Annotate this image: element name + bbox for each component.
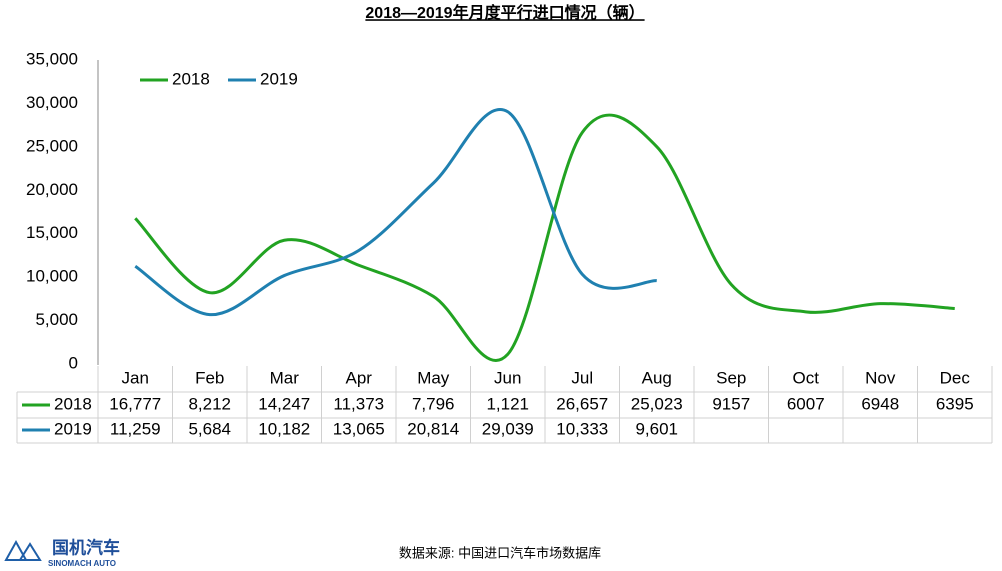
- table-value: 14,247: [258, 394, 310, 413]
- table-value: 10,182: [258, 419, 310, 438]
- y-tick-label: 30,000: [26, 93, 78, 112]
- table-value: 6948: [861, 394, 899, 413]
- chart-title: 2018—2019年月度平行进口情况（辆）: [365, 3, 644, 22]
- table-value: 1,121: [486, 394, 529, 413]
- y-tick-label: 20,000: [26, 180, 78, 199]
- x-tick-label: Dec: [940, 368, 971, 387]
- x-tick-label: Aug: [642, 368, 672, 387]
- table-value: 20,814: [407, 419, 459, 438]
- y-tick-label: 10,000: [26, 267, 78, 286]
- series-line: [134, 113, 955, 362]
- source: 数据来源: 中国进口汽车市场数据库: [399, 545, 601, 560]
- legend-label: 2018: [172, 69, 210, 88]
- logo-subname: SINOMACH AUTO: [48, 559, 116, 568]
- table-value: 13,065: [333, 419, 385, 438]
- x-tick-label: Jan: [122, 368, 149, 387]
- table-value: 6395: [936, 394, 974, 413]
- x-tick-label: Mar: [270, 368, 300, 387]
- x-tick-label: Apr: [346, 368, 373, 387]
- table-value: 26,657: [556, 394, 608, 413]
- y-tick-label: 15,000: [26, 223, 78, 242]
- table-value: 7,796: [412, 394, 455, 413]
- x-tick-label: Oct: [793, 368, 820, 387]
- logo: 国机汽车 SINOMACH AUTO: [4, 537, 120, 568]
- table-value: 29,039: [482, 419, 534, 438]
- y-tick-label: 5,000: [35, 310, 78, 329]
- table-value: 16,777: [109, 394, 161, 413]
- y-tick-label: 35,000: [26, 49, 78, 68]
- y-tick-label: 25,000: [26, 136, 78, 155]
- x-tick-label: Feb: [195, 368, 224, 387]
- x-tick-label: Sep: [716, 368, 746, 387]
- table-value: 5,684: [188, 419, 231, 438]
- table-value: 25,023: [631, 394, 683, 413]
- table-value: 9157: [712, 394, 750, 413]
- series-line: [134, 108, 657, 317]
- table-value: 8,212: [188, 394, 231, 413]
- x-tick-label: Nov: [865, 368, 896, 387]
- table-value: 11,373: [333, 394, 384, 413]
- logo-icon: [4, 539, 42, 561]
- table-series-name: 2019: [54, 419, 92, 438]
- logo-name: 国机汽车: [52, 537, 120, 557]
- x-tick-label: May: [417, 368, 450, 387]
- y-tick-label: 0: [69, 353, 78, 372]
- table-value: 9,601: [635, 419, 678, 438]
- x-tick-label: Jul: [571, 368, 593, 387]
- x-tick-label: Jun: [494, 368, 521, 387]
- table-series-name: 2018: [54, 394, 92, 413]
- table-value: 10,333: [556, 419, 608, 438]
- table-value: 11,259: [110, 419, 161, 438]
- table-value: 6007: [787, 394, 825, 413]
- legend-label: 2019: [260, 69, 298, 88]
